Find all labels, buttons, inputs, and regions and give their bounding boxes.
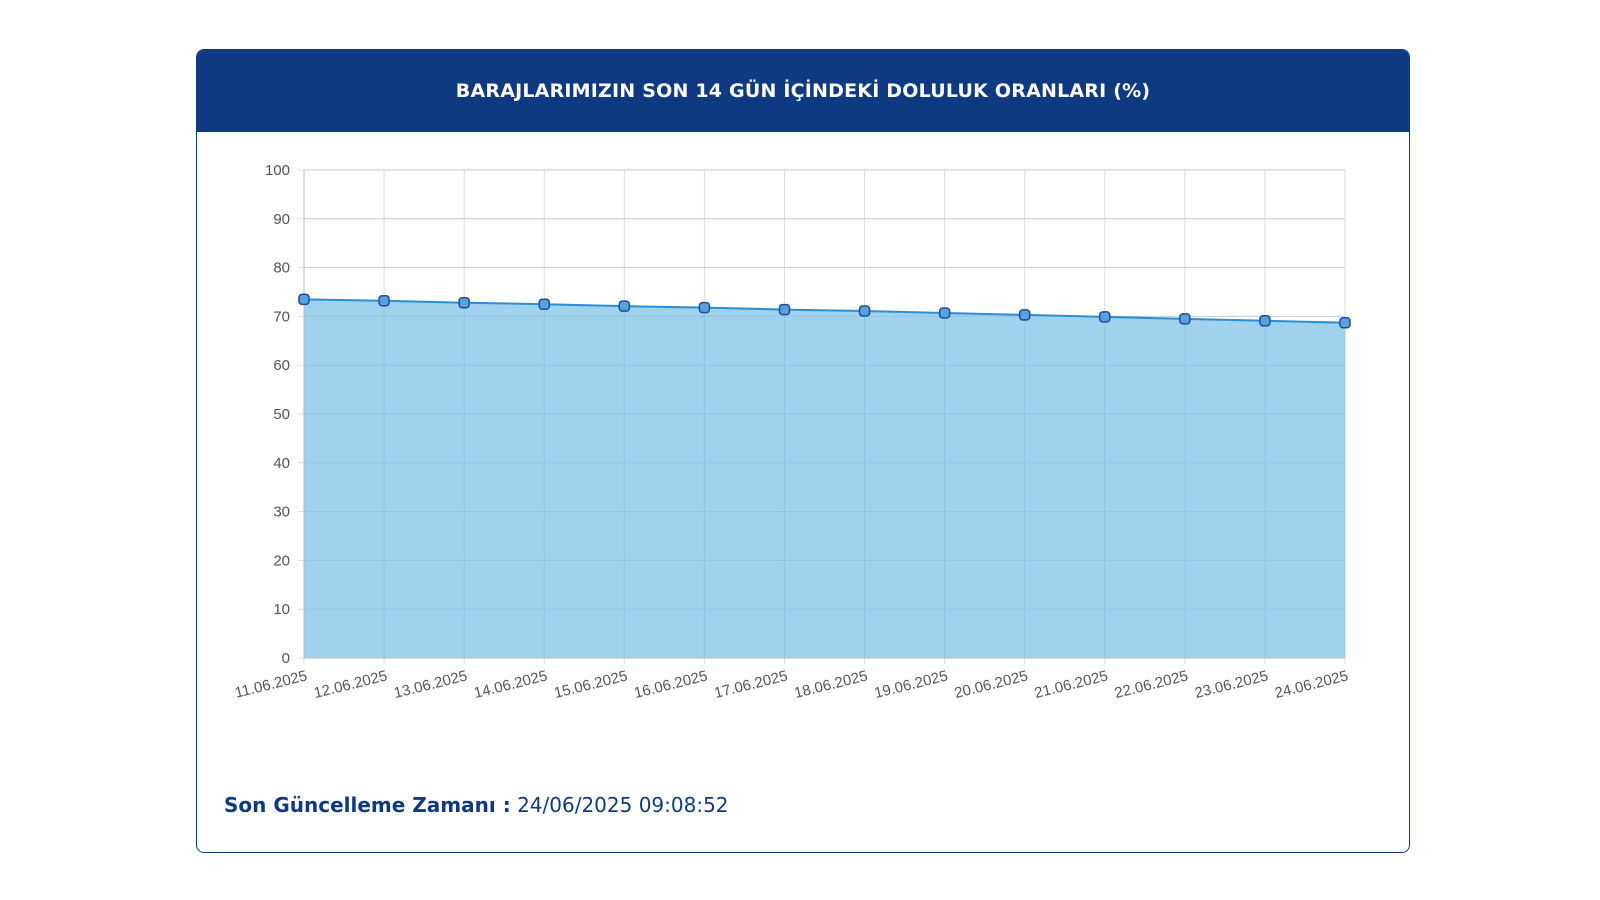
- data-point: [1339, 316, 1351, 329]
- chart-title: BARAJLARIMIZIN SON 14 GÜN İÇİNDEKİ DOLUL…: [455, 80, 1151, 102]
- x-tick-label: 12.06.2025: [312, 667, 389, 702]
- data-point: [378, 295, 390, 307]
- chart-area: 0 10 20 30 40 50 60 70 80 90 100 11.06.2025 12.06.20…: [197, 132, 1408, 772]
- y-tick-label: 30: [273, 504, 290, 521]
- y-tick-label: 40: [273, 455, 290, 472]
- x-tick-label: 15.06.2025: [552, 667, 629, 702]
- y-tick-label: 60: [273, 357, 290, 374]
- x-tick-label: 14.06.2025: [472, 667, 549, 702]
- y-tick-label: 80: [273, 260, 290, 277]
- x-tick-label: 23.06.2025: [1193, 667, 1270, 702]
- data-point: [1018, 309, 1031, 321]
- x-tick-label: 18.06.2025: [793, 667, 870, 702]
- chart-card: BARAJLARIMIZIN SON 14 GÜN İÇİNDEKİ DOLUL…: [196, 49, 1410, 853]
- y-tick-label: 70: [273, 308, 290, 325]
- y-tick-label: 50: [273, 406, 290, 423]
- x-tick-label: 17.06.2025: [712, 667, 789, 702]
- data-point: [298, 293, 310, 306]
- x-tick-label: 19.06.2025: [873, 667, 950, 702]
- x-tick-label: 20.06.2025: [953, 667, 1030, 702]
- last-update-label: Son Güncelleme Zamanı :: [224, 793, 511, 817]
- last-update: Son Güncelleme Zamanı : 24/06/2025 09:08…: [224, 793, 729, 817]
- y-tick-label: 20: [273, 552, 290, 569]
- y-tick-label: 10: [273, 601, 290, 618]
- area-chart: 0 10 20 30 40 50 60 70 80 90 100 11.06.2025 12.06.20…: [233, 162, 1351, 702]
- card-header: BARAJLARIMIZIN SON 14 GÜN İÇİNDEKİ DOLUL…: [197, 50, 1409, 132]
- data-point: [538, 298, 550, 310]
- x-tick-label: 21.06.2025: [1033, 667, 1110, 702]
- series-area: [304, 299, 1345, 658]
- data-point: [938, 307, 951, 319]
- data-point: [778, 303, 791, 316]
- y-tick-label: 100: [265, 162, 290, 179]
- x-tick-label: 11.06.2025: [233, 667, 309, 701]
- series-line: [303, 298, 1346, 324]
- data-point: [1179, 313, 1191, 325]
- x-tick-label: 13.06.2025: [392, 667, 469, 702]
- data-point: [618, 300, 631, 312]
- data-point: [458, 296, 470, 309]
- x-tick-label: 24.06.2025: [1273, 667, 1350, 702]
- y-tick-label: 0: [282, 650, 290, 667]
- data-point: [1259, 315, 1271, 327]
- data-point: [1099, 311, 1111, 323]
- y-tick-label: 90: [273, 211, 290, 228]
- x-tick-label: 16.06.2025: [632, 667, 709, 702]
- x-tick-label: 22.06.2025: [1113, 667, 1190, 702]
- data-point: [858, 305, 871, 317]
- last-update-value: 24/06/2025 09:08:52: [517, 793, 729, 817]
- data-point: [698, 301, 711, 314]
